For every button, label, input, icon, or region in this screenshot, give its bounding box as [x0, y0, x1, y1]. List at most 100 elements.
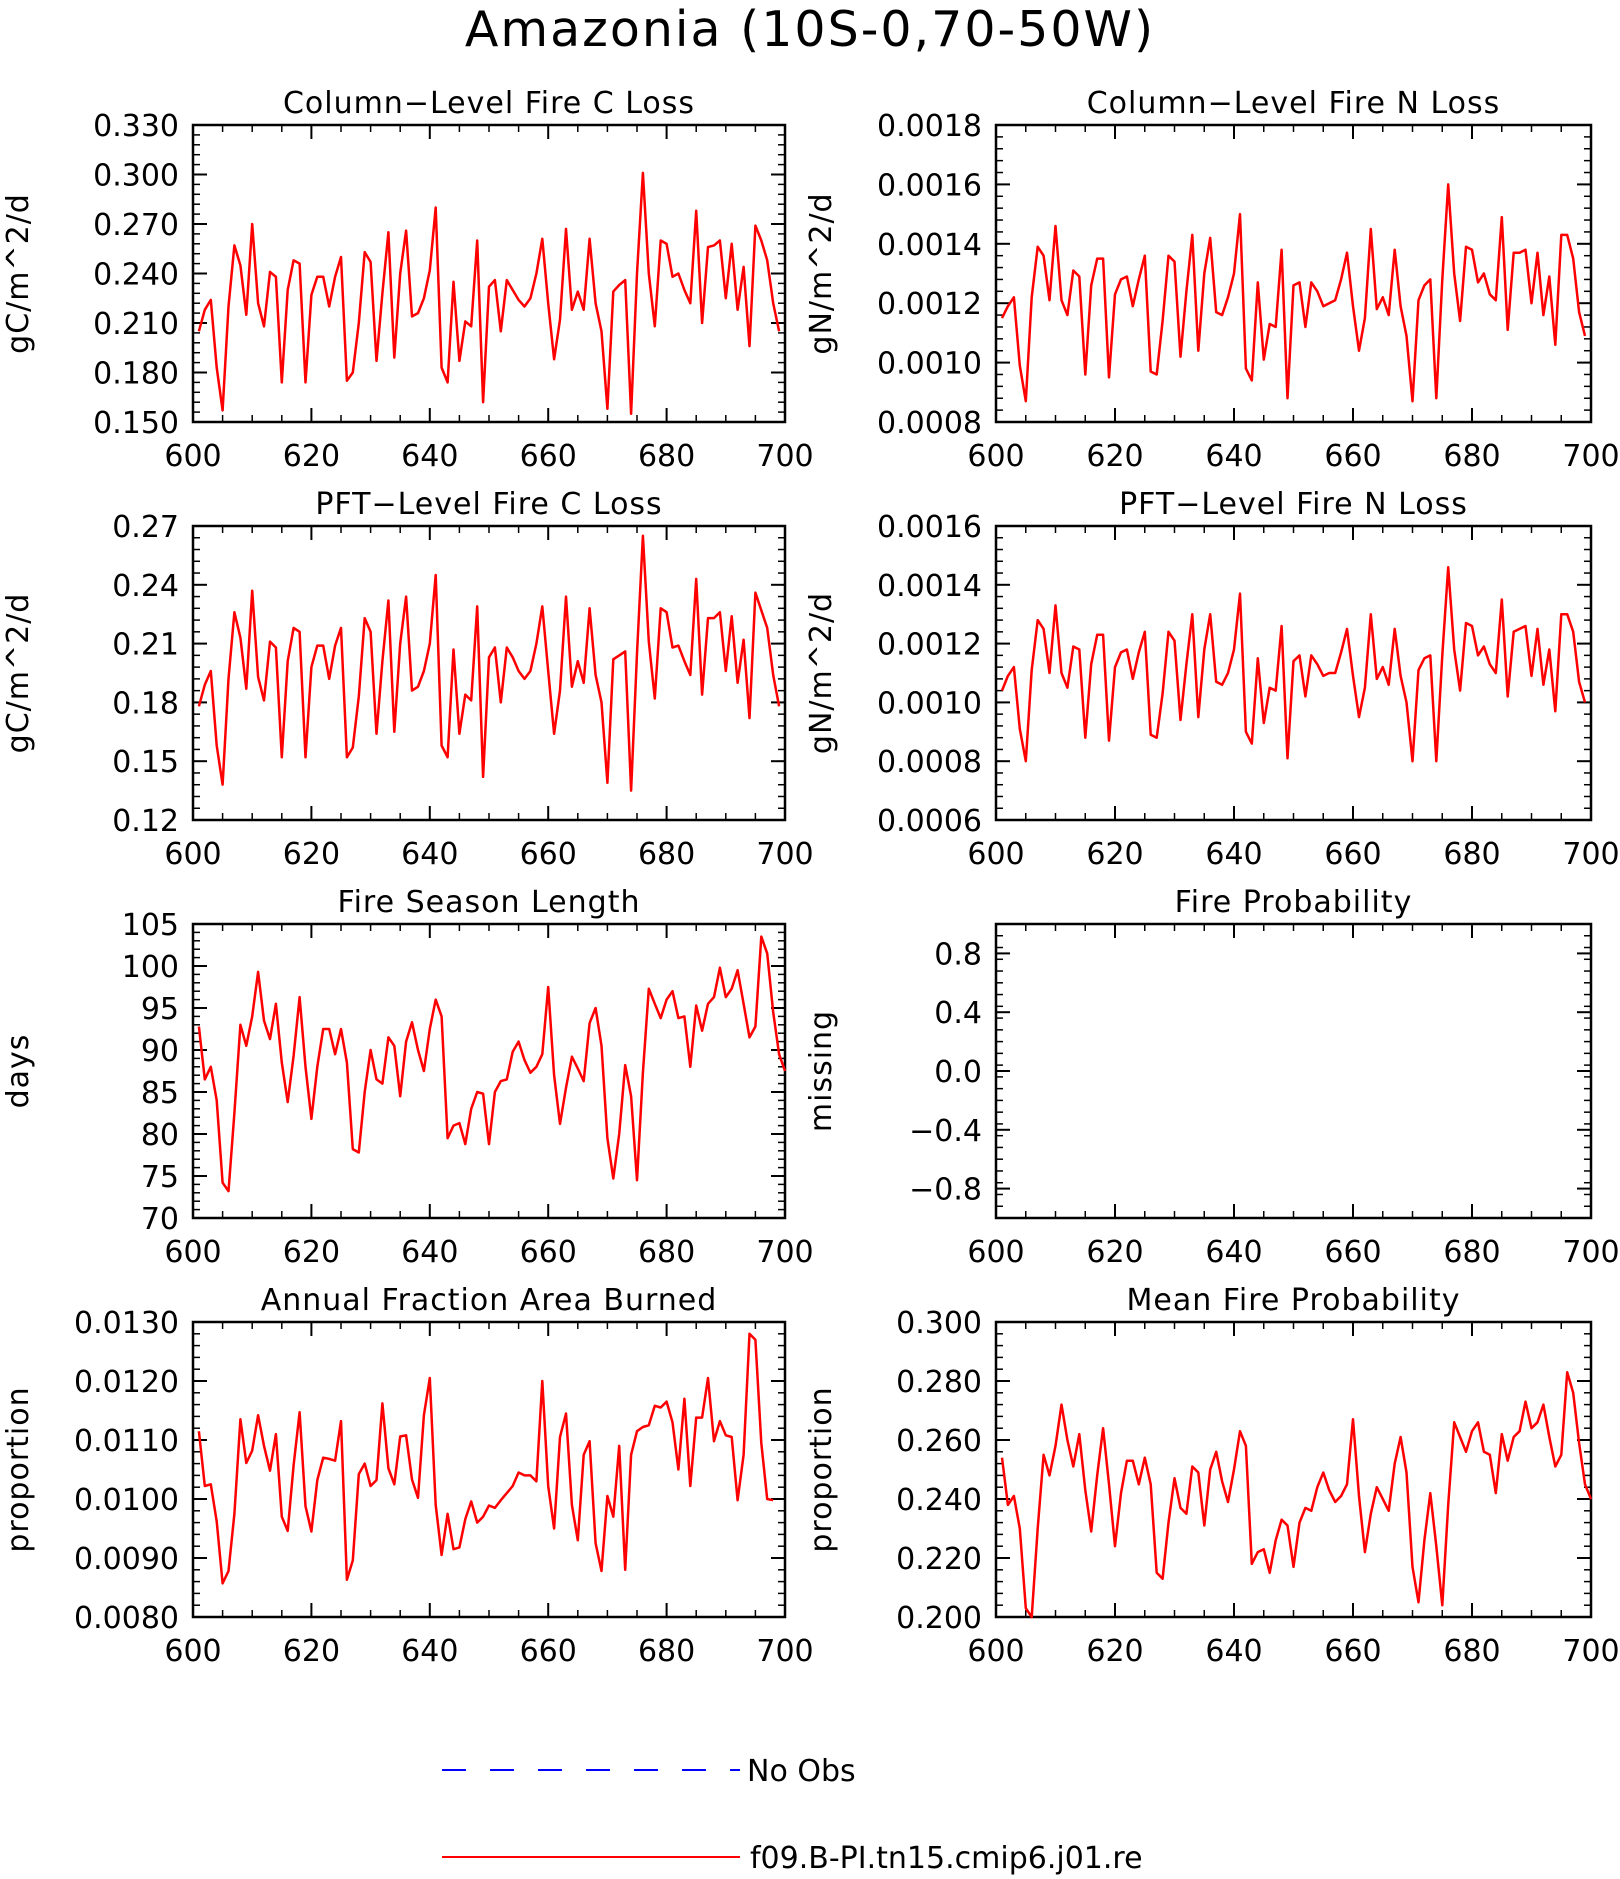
y-tick-label: 0.330 — [93, 109, 179, 144]
y-tick-label: 0.18 — [112, 686, 179, 721]
x-tick-label: 600 — [967, 1634, 1024, 1669]
panel-title: Column−Level Fire C Loss — [283, 86, 695, 121]
x-tick-label: 660 — [520, 1235, 577, 1270]
y-tick-label: 0.0016 — [877, 510, 982, 545]
panel-area: Annual Fraction Area Burned proportion 600… — [1, 1283, 814, 1669]
y-tick-label: 0.210 — [93, 307, 179, 342]
x-tick-label: 620 — [283, 439, 340, 474]
x-tick-label: 640 — [401, 1634, 458, 1669]
y-axis-label: proportion — [804, 1386, 839, 1552]
y-tick-label: 0.220 — [896, 1542, 982, 1577]
y-tick-label: 80 — [141, 1118, 179, 1153]
y-tick-label: 0.0016 — [877, 168, 982, 203]
x-tick-label: 680 — [1443, 1634, 1500, 1669]
y-tick-label: 75 — [141, 1160, 179, 1195]
panel-pft-c: PFT−Level Fire C Loss gC/m^2/d 600 620 640 66… — [1, 487, 814, 872]
x-tick-label: 600 — [967, 837, 1024, 872]
plot-frame — [994, 123, 1593, 424]
x-tick-label: 660 — [1324, 439, 1381, 474]
legend-obs-label: No Obs — [747, 1754, 856, 1789]
y-tick-label: 0.0012 — [877, 628, 982, 663]
y-tick-label: 0.260 — [896, 1424, 982, 1459]
x-tick-label: 680 — [638, 439, 695, 474]
x-tick-label: 660 — [520, 837, 577, 872]
series-line — [1000, 1370, 1593, 1619]
x-tick-label: 640 — [401, 439, 458, 474]
x-tick-label: 600 — [967, 1235, 1024, 1270]
x-tick-label: 700 — [1562, 1634, 1619, 1669]
panel-season: Fire Season Length days 600 620 640 660 680 700… — [1, 885, 814, 1270]
x-tick-label: 640 — [1205, 1235, 1262, 1270]
x-tick-label: 700 — [756, 1235, 813, 1270]
y-axis-label: days — [1, 1034, 36, 1109]
x-tick-label: 620 — [283, 1235, 340, 1270]
panel-pft-n: PFT−Level Fire N Loss gN/m^2/d 600 620 640 66… — [804, 487, 1620, 872]
figure-title: Amazonia (10S-0,70-50W) — [465, 1, 1155, 58]
y-axis-label: gC/m^2/d — [1, 593, 36, 754]
y-axis-label: gN/m^2/d — [804, 592, 839, 754]
series-line — [197, 935, 787, 1193]
panel-title: Column−Level Fire N Loss — [1087, 86, 1501, 121]
y-axis-label: missing — [804, 1010, 839, 1132]
x-tick-label: 640 — [401, 837, 458, 872]
y-tick-label: −0.8 — [909, 1173, 982, 1208]
x-tick-label: 680 — [638, 1634, 695, 1669]
series-line — [197, 1332, 774, 1585]
panel-title: Fire Probability — [1175, 885, 1413, 920]
y-tick-label: 0.0014 — [877, 569, 982, 604]
x-tick-label: 620 — [1086, 439, 1143, 474]
x-tick-label: 660 — [1324, 837, 1381, 872]
legend-model-label: f09.B-PI.tn15.cmip6.j01.re — [750, 1841, 1143, 1875]
series-line — [197, 534, 781, 792]
series-line — [197, 171, 781, 416]
panel-meanprob: Mean Fire Probability proportion 600 620 640… — [804, 1283, 1620, 1669]
y-tick-label: 0.0008 — [877, 406, 982, 441]
panel-title: Mean Fire Probability — [1127, 1283, 1461, 1318]
x-tick-label: 640 — [1205, 837, 1262, 872]
y-tick-label: −0.4 — [909, 1114, 982, 1149]
x-tick-label: 620 — [283, 1634, 340, 1669]
y-tick-label: 85 — [141, 1076, 179, 1111]
x-tick-label: 600 — [967, 439, 1024, 474]
x-tick-label: 620 — [1086, 1634, 1143, 1669]
plot-frame — [994, 1320, 1593, 1619]
y-tick-label: 0.4 — [934, 996, 982, 1031]
panel-title: PFT−Level Fire C Loss — [315, 487, 662, 522]
y-tick-label: 0.15 — [112, 745, 179, 780]
series-line — [1000, 565, 1587, 763]
y-tick-label: 0.0130 — [74, 1306, 179, 1341]
y-tick-label: 0.0014 — [877, 228, 982, 263]
x-tick-label: 620 — [283, 837, 340, 872]
panel-title: Annual Fraction Area Burned — [261, 1283, 718, 1318]
y-tick-label: 0.180 — [93, 357, 179, 392]
y-tick-label: 0.0 — [934, 1055, 982, 1090]
plot-frame — [994, 922, 1593, 1220]
panels: Column−Level Fire C Loss gC/m^2/d 600 620 64… — [1, 86, 1620, 1669]
y-axis-label: gN/m^2/d — [804, 192, 839, 354]
y-tick-label: 0.240 — [93, 258, 179, 293]
legend: No Obs f09.B-PI.tn15.cmip6.j01.re — [442, 1754, 1143, 1876]
x-tick-label: 680 — [638, 837, 695, 872]
y-tick-label: 0.8 — [934, 937, 982, 972]
x-tick-label: 680 — [638, 1235, 695, 1270]
y-tick-label: 100 — [122, 950, 179, 985]
y-tick-label: 0.27 — [112, 510, 179, 545]
panel-col-n: Column−Level Fire N Loss gN/m^2/d 600 620 64… — [804, 86, 1620, 474]
y-tick-label: 0.0110 — [74, 1424, 179, 1459]
x-tick-label: 620 — [1086, 837, 1143, 872]
y-tick-label: 0.0120 — [74, 1365, 179, 1400]
y-tick-label: 0.0010 — [877, 347, 982, 382]
x-tick-label: 640 — [1205, 1634, 1262, 1669]
x-tick-label: 660 — [520, 439, 577, 474]
y-tick-label: 0.21 — [112, 628, 179, 663]
panel-prob: Fire Probability missing 600 620 640 660 680 70… — [804, 885, 1620, 1270]
y-axis-label: proportion — [1, 1386, 36, 1552]
x-tick-label: 700 — [1562, 439, 1619, 474]
y-tick-label: 0.300 — [896, 1306, 982, 1341]
y-tick-label: 0.0080 — [74, 1601, 179, 1636]
y-tick-label: 0.24 — [112, 569, 179, 604]
x-tick-label: 700 — [1562, 837, 1619, 872]
x-tick-label: 620 — [1086, 1235, 1143, 1270]
